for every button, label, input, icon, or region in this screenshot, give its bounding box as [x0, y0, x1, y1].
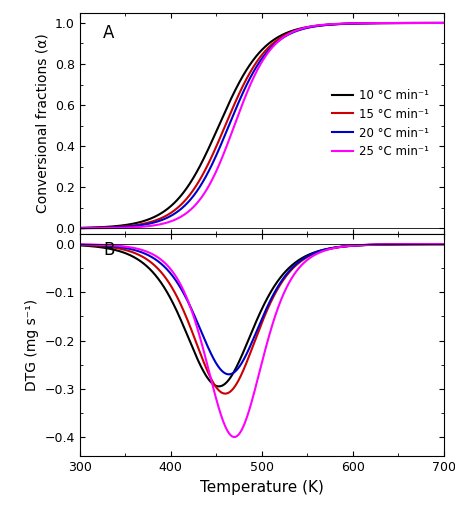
15 °C min⁻¹: [230, 105, 235, 112]
15 °C min⁻¹: [441, 20, 446, 26]
25 °C min⁻¹: [233, 120, 238, 126]
20 °C min⁻¹: [233, 107, 238, 113]
15 °C min⁻¹: [77, 225, 82, 231]
10 °C min⁻¹: [250, 58, 255, 64]
25 °C min⁻¹: [441, 20, 446, 26]
25 °C min⁻¹: [250, 77, 255, 83]
20 °C min⁻¹: [250, 70, 255, 77]
15 °C min⁻¹: [250, 65, 255, 71]
Line: 15 °C min⁻¹: 15 °C min⁻¹: [80, 23, 444, 228]
Line: 20 °C min⁻¹: 20 °C min⁻¹: [80, 23, 444, 228]
Y-axis label: DTG (mg s⁻¹): DTG (mg s⁻¹): [25, 299, 39, 391]
10 °C min⁻¹: [412, 20, 417, 26]
25 °C min⁻¹: [341, 20, 347, 26]
20 °C min⁻¹: [341, 21, 347, 27]
Legend: 10 °C min⁻¹, 15 °C min⁻¹, 20 °C min⁻¹, 25 °C min⁻¹: 10 °C min⁻¹, 15 °C min⁻¹, 20 °C min⁻¹, 2…: [328, 84, 434, 163]
15 °C min⁻¹: [233, 99, 238, 105]
10 °C min⁻¹: [430, 20, 435, 26]
X-axis label: Temperature (K): Temperature (K): [200, 480, 324, 495]
Text: B: B: [103, 241, 115, 259]
20 °C min⁻¹: [77, 225, 82, 231]
10 °C min⁻¹: [77, 225, 82, 231]
20 °C min⁻¹: [430, 20, 435, 26]
20 °C min⁻¹: [412, 20, 417, 26]
15 °C min⁻¹: [341, 21, 347, 27]
10 °C min⁻¹: [230, 93, 235, 99]
Line: 25 °C min⁻¹: 25 °C min⁻¹: [80, 23, 444, 228]
20 °C min⁻¹: [441, 20, 446, 26]
15 °C min⁻¹: [412, 20, 417, 26]
Text: A: A: [103, 24, 115, 42]
10 °C min⁻¹: [233, 87, 238, 93]
Y-axis label: Conversional fractions (α): Conversional fractions (α): [35, 33, 49, 213]
25 °C min⁻¹: [77, 225, 82, 231]
25 °C min⁻¹: [230, 127, 235, 133]
20 °C min⁻¹: [230, 114, 235, 120]
15 °C min⁻¹: [430, 20, 435, 26]
Line: 10 °C min⁻¹: 10 °C min⁻¹: [80, 23, 444, 228]
10 °C min⁻¹: [341, 21, 347, 27]
25 °C min⁻¹: [430, 20, 435, 26]
10 °C min⁻¹: [441, 20, 446, 26]
25 °C min⁻¹: [412, 20, 417, 26]
